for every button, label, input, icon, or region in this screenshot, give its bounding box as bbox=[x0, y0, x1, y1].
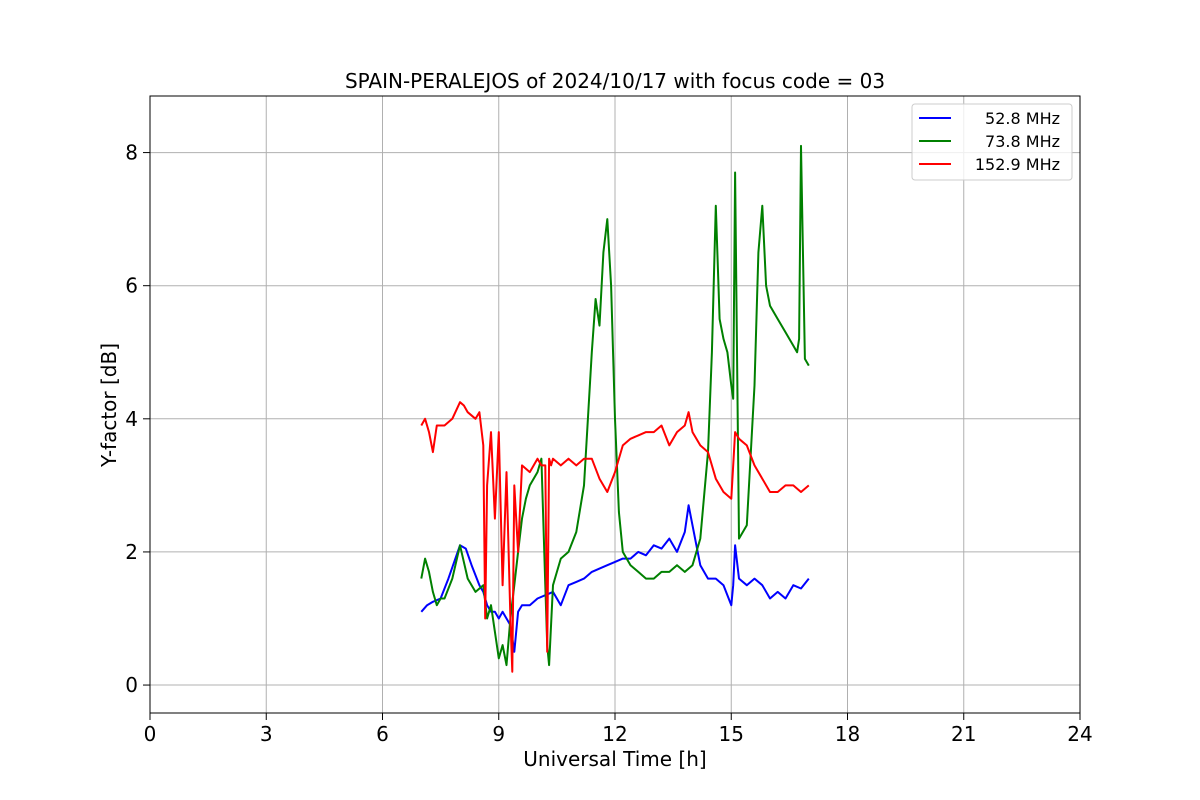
legend-label-1: 73.8 MHz bbox=[985, 132, 1060, 151]
chart-title: SPAIN-PERALEJOS of 2024/10/17 with focus… bbox=[345, 69, 885, 93]
x-tick-label: 6 bbox=[376, 722, 389, 746]
x-tick-label: 18 bbox=[835, 722, 860, 746]
x-tick-label: 9 bbox=[492, 722, 505, 746]
legend: 52.8 MHz 73.8 MHz 152.9 MHz bbox=[911, 103, 1073, 181]
y-axis: 0 2 4 6 8 bbox=[125, 141, 150, 697]
series-line-1 bbox=[420, 144, 810, 667]
x-tick-label: 3 bbox=[260, 722, 273, 746]
x-tick-label: 12 bbox=[602, 722, 627, 746]
y-tick-label: 6 bbox=[125, 274, 138, 298]
x-tick-label: 21 bbox=[951, 722, 976, 746]
x-tick-label: 15 bbox=[719, 722, 744, 746]
y-tick-label: 4 bbox=[125, 407, 138, 431]
legend-label-0: 52.8 MHz bbox=[985, 109, 1060, 128]
y-tick-label: 0 bbox=[125, 673, 138, 697]
y-tick-label: 8 bbox=[125, 141, 138, 165]
x-tick-label: 0 bbox=[144, 722, 157, 746]
series-layer bbox=[420, 144, 810, 673]
y-axis-label: Y-factor [dB] bbox=[97, 343, 121, 468]
series-line-2 bbox=[420, 401, 810, 673]
legend-box bbox=[911, 103, 1073, 181]
x-axis: 0 3 6 9 12 15 18 21 24 bbox=[144, 713, 1093, 746]
y-tick-label: 2 bbox=[125, 540, 138, 564]
x-tick-label: 24 bbox=[1067, 722, 1092, 746]
x-axis-label: Universal Time [h] bbox=[523, 747, 706, 771]
legend-label-2: 152.9 MHz bbox=[975, 155, 1060, 174]
